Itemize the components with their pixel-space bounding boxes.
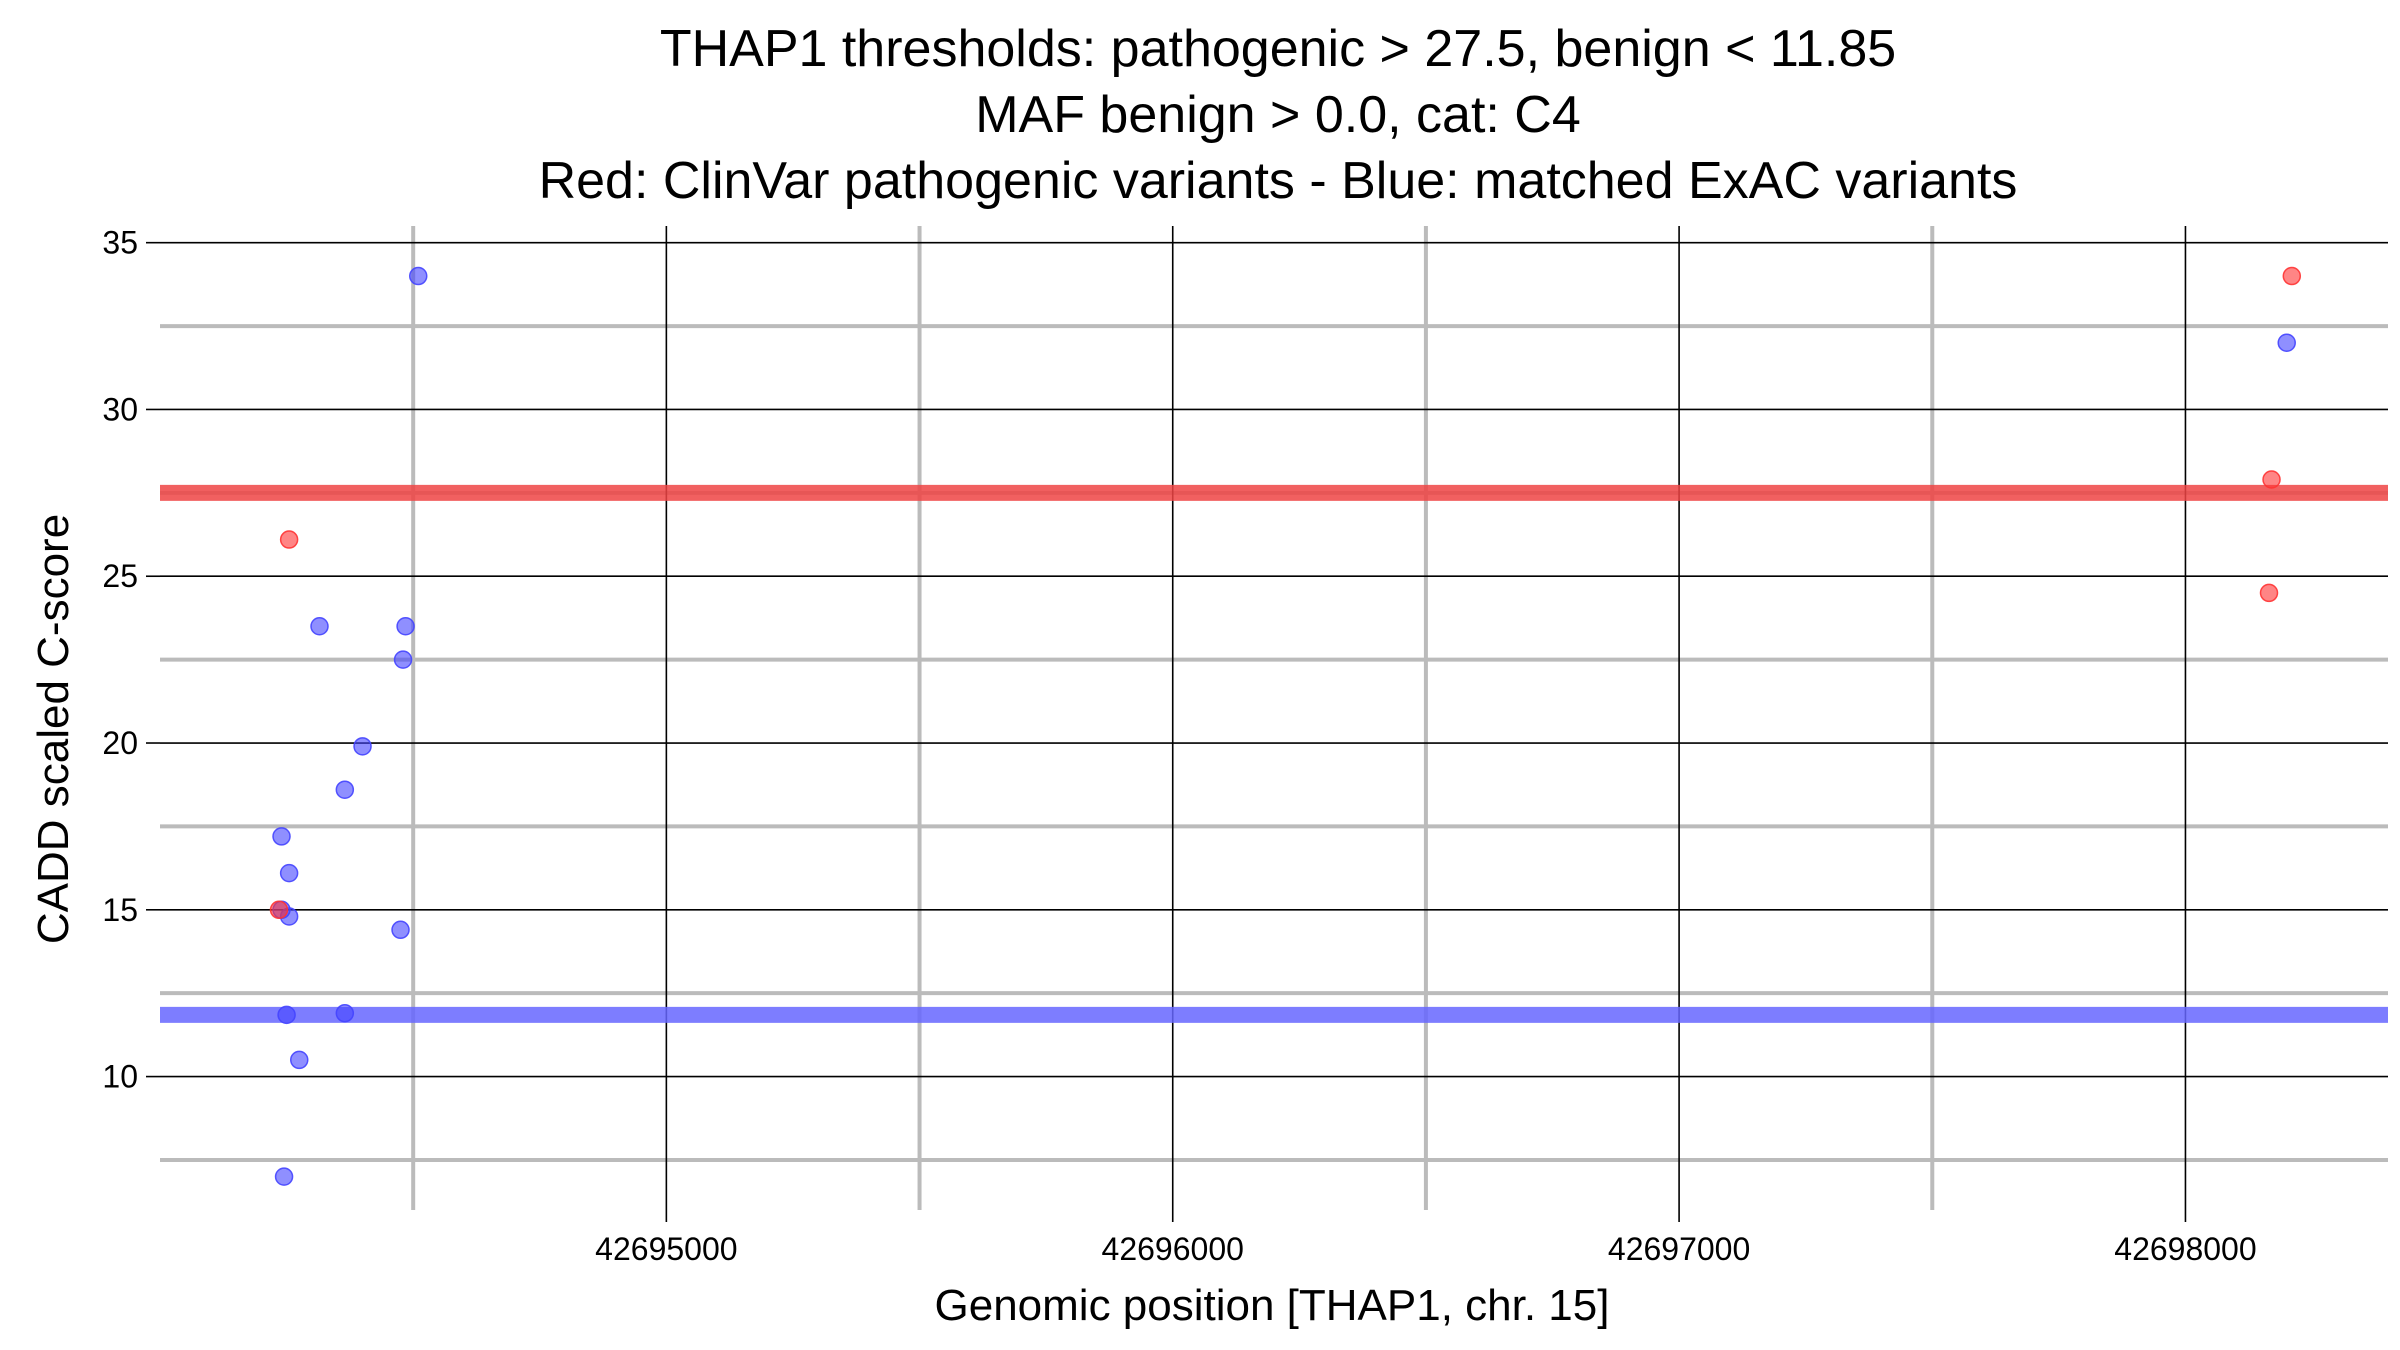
- y-axis-label: CADD scaled C-score: [29, 514, 78, 944]
- clinvar-variant-point: [269, 900, 289, 920]
- exac-variant-point: [2277, 333, 2296, 352]
- exac-variant-point: [274, 1167, 294, 1186]
- clinvar-variant-point: [2262, 470, 2281, 489]
- y-tick-label: 10: [102, 1059, 138, 1095]
- data-points: [269, 266, 2302, 1186]
- exac-variant-point: [310, 617, 329, 636]
- x-tick-label: 42698000: [2114, 1231, 2256, 1267]
- chart-title-line-3: Red: ClinVar pathogenic variants - Blue:…: [539, 152, 2018, 210]
- exac-variant-point: [335, 1003, 355, 1023]
- exac-variant-point: [396, 617, 415, 636]
- exac-variant-point: [272, 827, 291, 846]
- x-axis-ticks: 42695000 42696000 42697000 42698000: [595, 1210, 2257, 1267]
- chart-title-line-2: MAF benign > 0.0, cat: C4: [975, 86, 1581, 144]
- exac-variant-point: [290, 1050, 309, 1070]
- minor-gridlines: [160, 226, 2388, 1210]
- exac-variant-point: [393, 650, 413, 669]
- clinvar-variant-point: [2282, 266, 2302, 286]
- exac-variant-point: [408, 266, 428, 286]
- exac-variant-point: [279, 863, 299, 883]
- x-tick-label: 42696000: [1102, 1231, 1244, 1267]
- x-axis-label: Genomic position [THAP1, chr. 15]: [935, 1281, 1610, 1330]
- clinvar-variant-point: [279, 530, 299, 549]
- clinvar-variant-point: [2259, 583, 2279, 603]
- y-tick-label: 20: [102, 725, 138, 761]
- y-tick-label: 30: [102, 391, 138, 427]
- exac-variant-point: [353, 737, 372, 756]
- threshold-lines: [160, 484, 2388, 1023]
- chart-title-line-1: THAP1 thresholds: pathogenic > 27.5, ben…: [660, 20, 1896, 78]
- x-tick-label: 42695000: [595, 1231, 737, 1267]
- y-axis-ticks: 10 15 20 25 30 35: [102, 225, 160, 1095]
- y-tick-label: 15: [102, 892, 138, 928]
- exac-variant-point: [277, 1005, 296, 1025]
- exac-variant-point: [391, 920, 410, 940]
- x-tick-label: 42697000: [1608, 1231, 1750, 1267]
- y-tick-label: 35: [102, 225, 138, 261]
- exac-variant-point: [335, 780, 355, 799]
- y-tick-label: 25: [102, 558, 138, 594]
- major-gridlines: [160, 226, 2388, 1210]
